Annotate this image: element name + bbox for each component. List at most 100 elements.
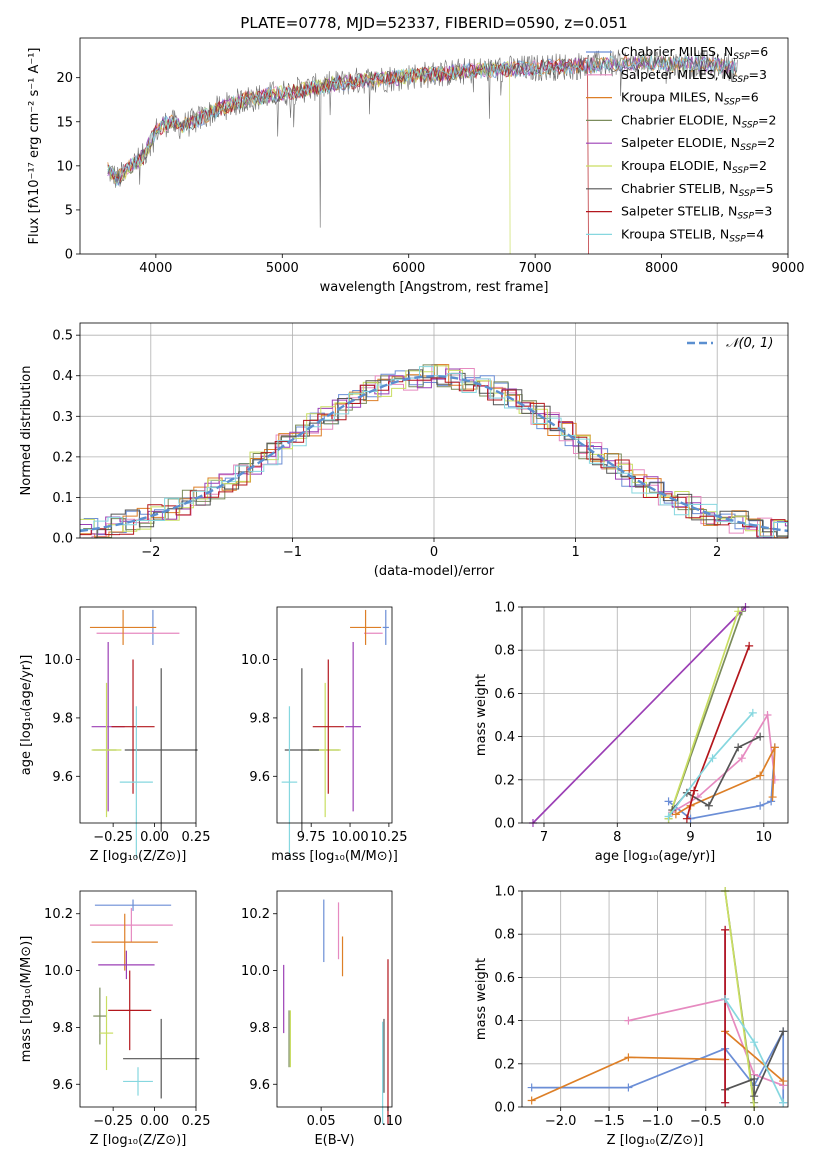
weight-marker-k_miles	[779, 1077, 788, 1086]
chart-title: PLATE=0778, MJD=52337, FIBERID=0590, z=0…	[240, 14, 627, 32]
x-tick-label: 10	[756, 830, 773, 845]
legend-label: Kroupa ELODIE, N	[621, 158, 732, 173]
legend-value: =3	[749, 67, 767, 82]
x-tick-label: 0.10	[374, 1114, 403, 1129]
legend-label: Salpeter MILES, N	[621, 67, 732, 82]
x-axis-label: age [log₁₀(age/yr)]	[595, 849, 716, 864]
x-tick-label: 8000	[645, 261, 678, 276]
x-tick-label: 6000	[392, 261, 425, 276]
weight-marker-k_stelib	[708, 754, 717, 763]
y-tick-label: 0.0	[494, 817, 515, 832]
legend-subscript: SSP	[729, 234, 746, 244]
y-tick-label: 0.0	[494, 1101, 515, 1116]
legend-subscript: SSP	[740, 143, 757, 153]
residual-histogram-c_elodie	[83, 364, 788, 538]
weight-marker-k_elodie	[734, 607, 743, 616]
x-tick-label: −1.5	[593, 1114, 625, 1129]
legend-label-normal: 𝒩(0, 1)	[726, 336, 773, 351]
y-tick-label: 0.1	[52, 491, 73, 506]
y-tick-label: 9.8	[249, 711, 270, 726]
legend-subscript: SSP	[737, 212, 754, 222]
weight-line-s_elodie	[532, 606, 747, 824]
x-tick-label: 0.05	[307, 1114, 336, 1129]
y-tick-label: 10.0	[44, 964, 73, 979]
weight-marker-k_miles	[671, 810, 680, 819]
weight-line-k_elodie	[667, 611, 740, 819]
y-tick-label: 10.0	[241, 653, 270, 668]
weight-line-k_elodie	[724, 890, 755, 1108]
legend-label: Kroupa MILES, N	[621, 90, 724, 105]
normal-pdf-curve	[79, 374, 789, 533]
plot-frame	[521, 890, 789, 1108]
weight-marker-c_stelib	[750, 1092, 759, 1101]
y-tick-label: 9.6	[249, 1078, 270, 1093]
plot-frame	[79, 322, 789, 539]
x-tick-label: 8	[613, 830, 621, 845]
weight-marker-s_miles	[624, 1016, 633, 1025]
weight-marker-s_stelib	[682, 814, 691, 823]
x-tick-label: 0.25	[182, 830, 211, 845]
y-axis-label: mass weight	[474, 958, 489, 1040]
weight-marker-s_stelib	[690, 786, 699, 795]
x-tick-label: 9000	[771, 261, 804, 276]
y-tick-label: 15	[56, 115, 73, 130]
weight-marker-k_stelib	[664, 812, 673, 821]
x-tick-label: 0.0	[744, 1114, 765, 1129]
weight-marker-c_miles	[527, 1083, 536, 1092]
plot-frame	[521, 606, 789, 824]
legend-entry: Chabrier ELODIE, NSSP=2	[621, 112, 776, 130]
weight-marker-s_miles	[763, 711, 772, 719]
y-tick-label: 9.6	[52, 1078, 73, 1093]
weight-marker-k_miles	[624, 1053, 633, 1062]
plot-frame	[276, 890, 393, 1108]
y-tick-label: 0.5	[52, 329, 73, 344]
legend-value: =2	[749, 158, 767, 173]
model-spectrum-s_stelib	[107, 57, 589, 255]
y-tick-label: 0.2	[494, 1057, 515, 1072]
x-tick-label: 7	[540, 830, 548, 845]
y-axis-label: Normed distribution	[19, 366, 34, 496]
x-tick-label: 0	[430, 545, 438, 560]
y-tick-label: 1.0	[494, 885, 515, 900]
text-layer: 4000 5000 6000 7000 8000 900005101520waveleng…	[19, 14, 805, 1148]
legend-value: =2	[758, 112, 776, 127]
x-tick-label: 1	[571, 545, 579, 560]
x-axis-label: E(B-V)	[314, 1133, 354, 1148]
legend-label: Salpeter STELIB, N	[621, 204, 737, 219]
plot-frame	[79, 37, 789, 255]
legend-subscript: SSP	[724, 98, 741, 108]
x-axis-label: wavelength [Angstrom, rest frame]	[320, 280, 549, 295]
x-axis-label: Z [log₁₀(Z/Z⊙)]	[90, 1133, 187, 1148]
y-tick-label: 10.0	[44, 653, 73, 668]
legend-value: =6	[740, 90, 758, 105]
legend-entry: Kroupa ELODIE, NSSP=2	[621, 158, 767, 176]
y-tick-label: 10.2	[241, 907, 270, 922]
weight-marker-c_stelib	[704, 801, 713, 810]
weight-line-s_miles	[628, 998, 784, 1087]
x-tick-label: 9	[686, 830, 694, 845]
x-tick-label: 2	[713, 545, 721, 560]
y-axis-label: mass weight	[474, 674, 489, 756]
x-tick-label: −0.25	[93, 830, 133, 845]
plot-frame	[276, 606, 393, 824]
legend-entry: Kroupa STELIB, NSSP=4	[621, 226, 764, 244]
legend-value: =4	[746, 226, 764, 241]
legend-label: Chabrier STELIB, N	[621, 181, 739, 196]
weight-marker-k_miles	[768, 793, 777, 802]
legend-entry: Salpeter MILES, NSSP=3	[621, 67, 767, 85]
y-tick-label: 1.0	[494, 601, 515, 616]
weight-marker-c_miles	[767, 797, 776, 806]
weight-marker-k_miles	[527, 1096, 536, 1105]
x-tick-label: −0.25	[93, 1114, 133, 1129]
legend-value: =5	[755, 181, 773, 196]
weight-marker-k_stelib	[721, 995, 730, 1003]
legend-label: Chabrier ELODIE, N	[621, 112, 741, 127]
legend-subscript: SSP	[732, 166, 749, 176]
x-tick-label: 10.00	[331, 830, 368, 845]
legend-subscript: SSP	[733, 52, 750, 62]
y-tick-label: 9.6	[52, 770, 73, 785]
legend-entry: Chabrier MILES, NSSP=6	[621, 44, 768, 62]
y-tick-label: 0.8	[494, 644, 515, 659]
weight-marker-s_stelib	[745, 641, 754, 650]
